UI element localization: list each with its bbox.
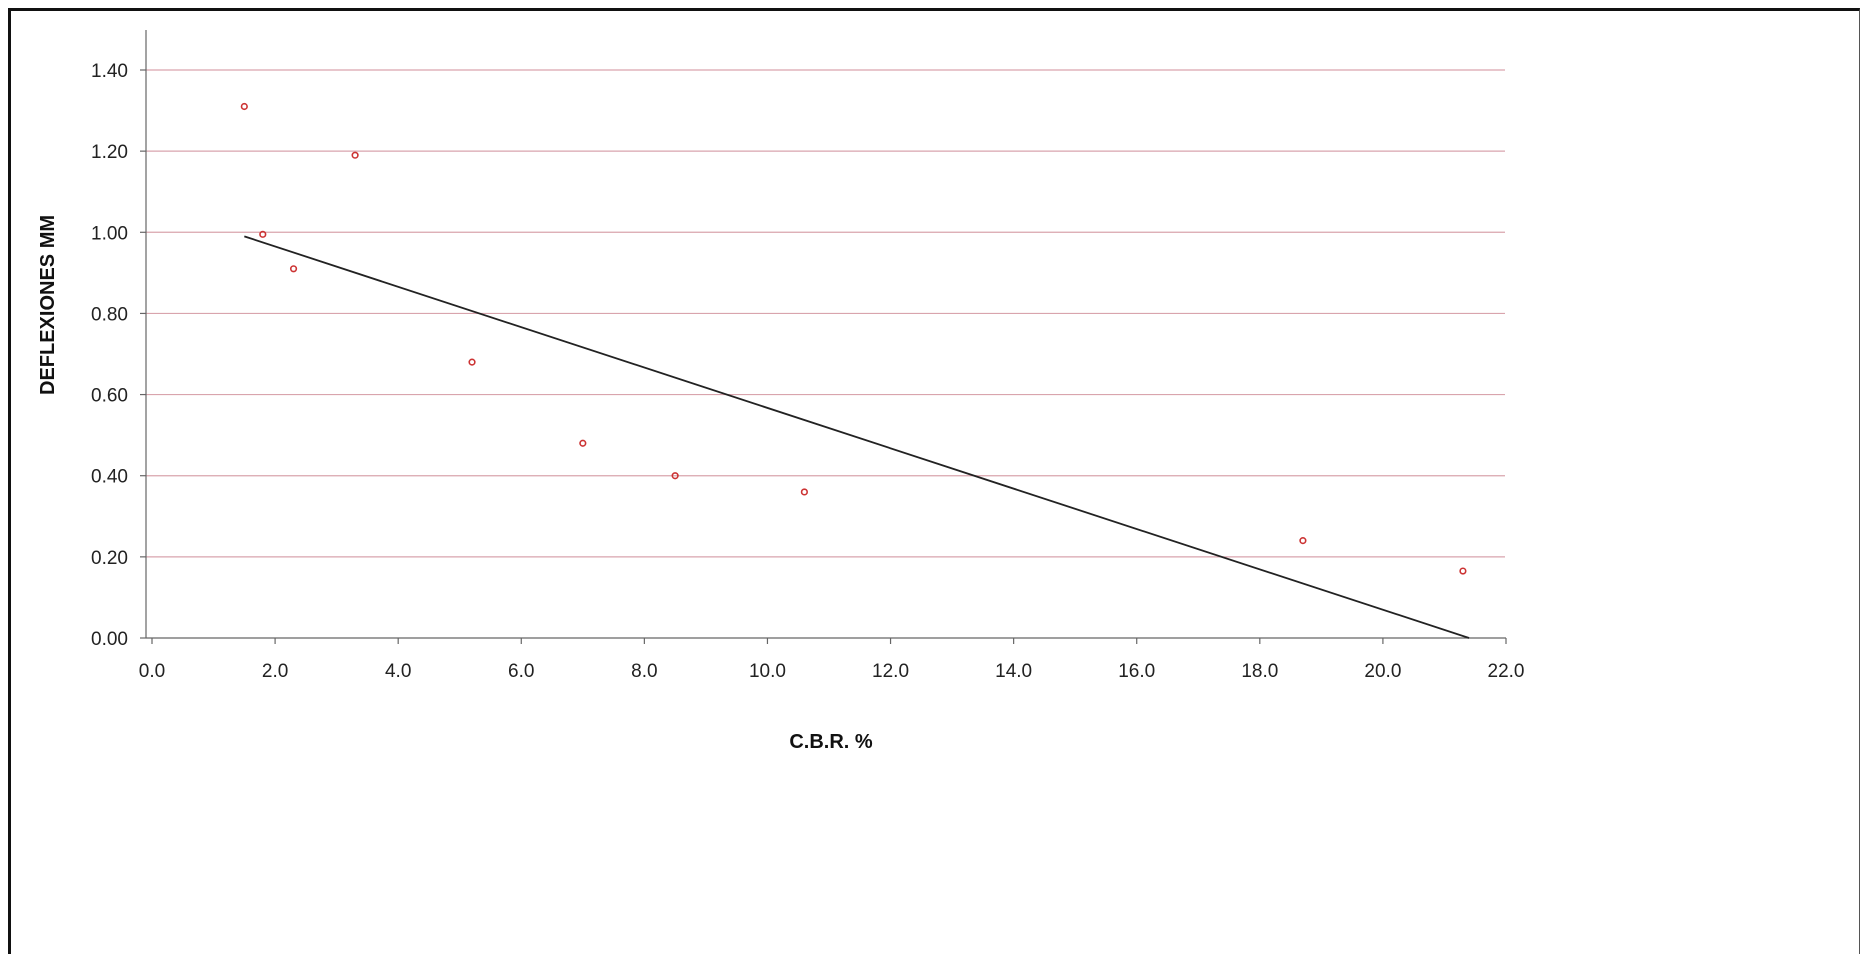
x-tick-label: 4.0: [385, 661, 411, 682]
x-tick-label: 8.0: [631, 661, 657, 682]
y-axis-title: DEFLEXIONES MM: [37, 215, 59, 395]
y-tick-label: 0.60: [91, 386, 128, 407]
trendline: [244, 235, 1470, 639]
data-point: [468, 358, 476, 366]
y-tick-label: 0.00: [91, 629, 128, 650]
x-tick-labels: 0.0 2.0 4.0 6.0 8.0 10.0 12.0 14.0 16.0 18.0 20.0 2…: [139, 638, 1525, 682]
x-tick-label: 16.0: [1118, 661, 1155, 682]
data-point: [1299, 537, 1307, 545]
data-point: [240, 102, 248, 111]
x-tick-label: 2.0: [262, 661, 288, 682]
x-tick-label: 12.0: [872, 661, 909, 682]
data-point: [579, 439, 587, 447]
x-tick-label: 10.0: [749, 661, 786, 682]
x-tick-label: 6.0: [508, 661, 534, 682]
data-point: [800, 488, 808, 496]
y-tick-label: 0.80: [91, 304, 128, 325]
x-tick-label: 14.0: [995, 661, 1032, 682]
x-tick-label: 18.0: [1241, 661, 1278, 682]
gridlines: [146, 69, 1505, 558]
y-tick-label: 1.20: [91, 142, 128, 163]
x-axis-title: C.B.R. %: [789, 731, 873, 753]
y-tick-label: 1.40: [91, 61, 128, 82]
x-tick-label: 0.0: [139, 661, 165, 682]
x-tick-label: 20.0: [1364, 661, 1401, 682]
x-tick-label: 22.0: [1488, 661, 1525, 682]
data-point: [1459, 567, 1467, 575]
data-point: [289, 265, 298, 273]
data-point: [671, 472, 679, 480]
y-tick-label: 0.20: [91, 548, 128, 569]
data-points: [240, 102, 1467, 575]
data-point: [259, 230, 267, 238]
data-point: [351, 151, 359, 159]
y-tick-label: 0.40: [91, 467, 128, 488]
trendline-layer: [244, 235, 1470, 639]
y-tick-label: 1.00: [91, 223, 128, 244]
y-tick-labels: 0.00 0.20 0.40 0.60 0.80 1.00 1.20 1.40: [91, 61, 146, 650]
